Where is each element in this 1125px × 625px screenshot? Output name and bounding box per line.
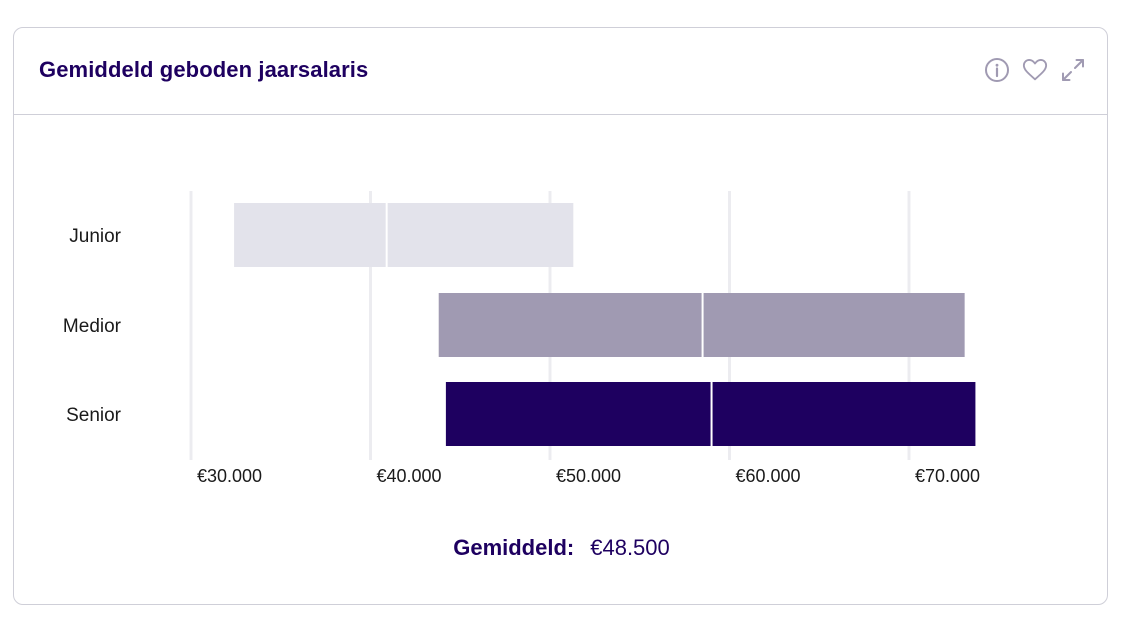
expand-icon[interactable] xyxy=(1060,57,1086,83)
range-bar-junior xyxy=(234,203,574,267)
card-header: Gemiddeld geboden jaarsalaris xyxy=(14,28,1107,115)
info-icon[interactable] xyxy=(984,57,1010,83)
header-actions xyxy=(984,56,1086,84)
average-label: Gemiddeld: xyxy=(453,535,575,560)
salary-card: Gemiddeld geboden jaarsalaris xyxy=(13,27,1108,605)
heart-icon[interactable] xyxy=(1022,57,1048,83)
category-label: Senior xyxy=(66,405,122,426)
x-tick-label: €70.000 xyxy=(915,466,980,486)
salary-range-chart: €30.000 €40.000 €50.000 €60.000 €70.000 Junio… xyxy=(63,191,980,486)
category-label: Junior xyxy=(69,226,121,247)
x-tick-label: €40.000 xyxy=(377,466,442,486)
average-summary: Gemiddeld: €48.500 xyxy=(14,535,1109,561)
category-label: Medior xyxy=(63,316,122,337)
card-title: Gemiddeld geboden jaarsalaris xyxy=(39,57,369,82)
average-value: €48.500 xyxy=(590,535,670,560)
x-tick-label: €30.000 xyxy=(197,466,262,486)
x-tick-label: €50.000 xyxy=(556,466,621,486)
x-tick-label: €60.000 xyxy=(736,466,801,486)
